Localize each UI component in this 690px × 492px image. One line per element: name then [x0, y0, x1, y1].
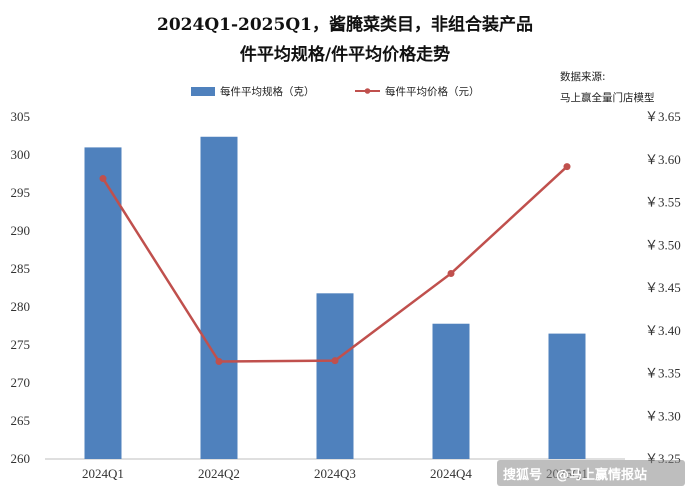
right-tick-label: ￥3.65: [645, 109, 681, 124]
right-tick-label: ￥3.50: [645, 237, 681, 252]
chart-title-line2: 件平均规格/件平均价格走势: [240, 44, 450, 65]
right-tick-label: ￥3.55: [645, 195, 681, 210]
left-tick-label: 270: [11, 375, 31, 390]
legend-line-label: 每件平均价格（元）: [385, 85, 480, 98]
watermark-background: [497, 460, 685, 486]
x-tick-label: 2024Q3: [314, 466, 356, 481]
left-tick-label: 285: [11, 261, 31, 276]
legend: 每件平均规格（克） 每件平均价格（元）: [191, 85, 480, 98]
left-tick-label: 300: [11, 147, 31, 162]
left-tick-label: 295: [11, 185, 31, 200]
bar-series: [84, 136, 586, 459]
source-label: 数据来源:: [560, 70, 606, 83]
right-tick-label: ￥3.30: [645, 408, 681, 423]
watermark-brand: 搜狐号: [503, 467, 542, 483]
chart-title-line1: 2024Q1-2025Q1，酱腌菜类目，非组合装产品: [157, 14, 533, 35]
left-tick-label: 265: [11, 413, 31, 428]
x-tick-label: 2024Q1: [82, 466, 124, 481]
bar-2024Q3: [316, 293, 354, 459]
left-axis: 260 265 270 275 280 285 290 295 300 305: [11, 109, 31, 466]
x-tick-label: 2024Q4: [430, 466, 472, 481]
watermark: 搜狐号 @马上赢情报站: [497, 460, 685, 486]
legend-line-marker: [364, 88, 371, 94]
source-value: 马上赢全量门店模型: [560, 91, 655, 104]
legend-bar-swatch: [191, 87, 215, 96]
watermark-handle: @马上赢情报站: [556, 467, 647, 483]
price-point-2024Q4: [447, 269, 455, 277]
right-tick-label: ￥3.45: [645, 280, 681, 295]
left-tick-label: 275: [11, 337, 31, 352]
bar-2024Q1: [84, 147, 122, 459]
left-tick-label: 290: [11, 223, 31, 238]
line-series: [99, 163, 571, 366]
x-tick-label: 2024Q2: [198, 466, 240, 481]
left-tick-label: 280: [11, 299, 31, 314]
left-tick-label: 260: [11, 451, 31, 466]
right-axis: ￥3.25￥3.30￥3.35￥3.40￥3.45￥3.50￥3.55￥3.60…: [645, 109, 681, 466]
price-point-2025Q1: [563, 163, 571, 171]
right-tick-label: ￥3.40: [645, 323, 681, 338]
bar-2024Q4: [432, 323, 470, 459]
price-point-2024Q1: [99, 175, 107, 183]
legend-bar-label: 每件平均规格（克）: [220, 85, 315, 98]
right-tick-label: ￥3.60: [645, 152, 681, 167]
price-point-2024Q3: [331, 357, 339, 365]
bar-2024Q2: [200, 136, 238, 459]
price-point-2024Q2: [215, 358, 223, 366]
left-tick-label: 305: [11, 109, 31, 124]
right-tick-label: ￥3.35: [645, 366, 681, 381]
bar-2025Q1: [548, 333, 586, 459]
